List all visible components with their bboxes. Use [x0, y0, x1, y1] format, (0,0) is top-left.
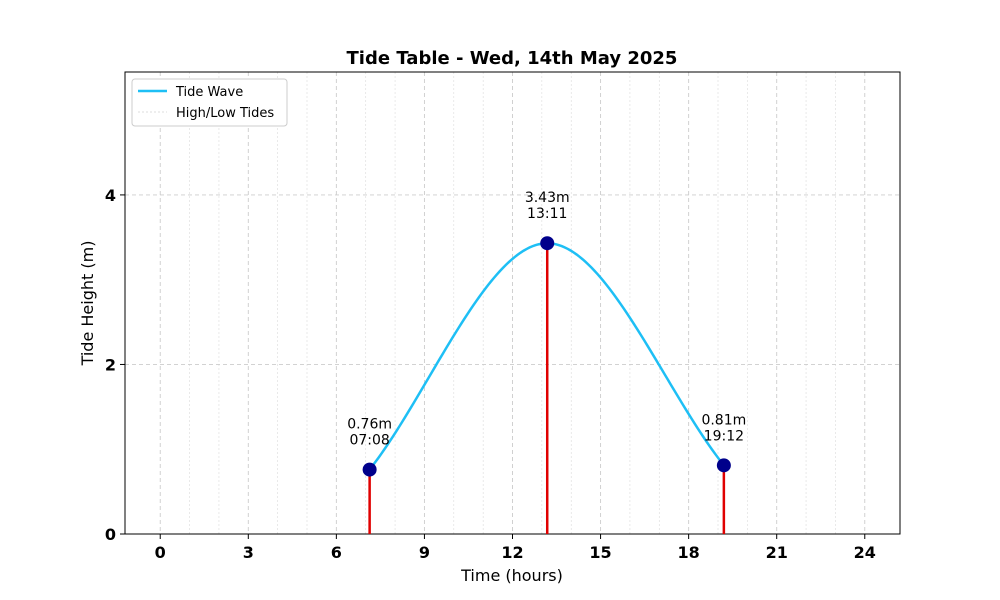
tide-time-label: 07:08 [349, 433, 389, 449]
legend: Tide Wave High/Low Tides [131, 78, 288, 127]
y-axis-ticks: 0 2 4 [105, 186, 125, 544]
x-tick-label: 0 [155, 543, 166, 562]
tide-time-label: 13:11 [527, 206, 567, 222]
tide-markers [362, 236, 731, 477]
x-axis-ticks: 0 3 6 9 12 15 18 21 24 [155, 534, 876, 562]
tide-stems [368, 243, 726, 534]
tide-height-label: 0.76m [347, 417, 392, 433]
x-tick-label: 18 [678, 543, 700, 562]
y-tick-label: 2 [105, 355, 116, 374]
x-tick-label: 9 [419, 543, 430, 562]
grid [125, 72, 900, 535]
x-tick-label: 12 [501, 543, 523, 562]
tide-point [362, 462, 377, 477]
x-tick-label: 3 [243, 543, 254, 562]
tide-point [716, 458, 731, 473]
x-tick-label: 6 [331, 543, 342, 562]
y-tick-label: 4 [105, 186, 116, 205]
x-tick-label: 15 [589, 543, 611, 562]
x-tick-label: 24 [854, 543, 876, 562]
legend-label-high-low: High/Low Tides [176, 106, 274, 121]
legend-box [131, 78, 288, 127]
legend-label-tide-wave: Tide Wave [175, 85, 243, 100]
y-axis-label: Tide Height (m) [78, 241, 97, 367]
x-tick-label: 21 [766, 543, 788, 562]
x-axis-label: Time (hours) [460, 566, 563, 585]
tide-height-label: 3.43m [525, 190, 570, 206]
tide-time-label: 19:12 [704, 428, 744, 444]
tide-point [540, 236, 555, 251]
chart-title: Tide Table - Wed, 14th May 2025 [347, 48, 678, 69]
tide-height-label: 0.81m [701, 412, 746, 428]
y-tick-label: 0 [105, 525, 116, 544]
